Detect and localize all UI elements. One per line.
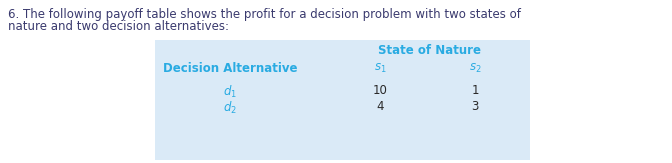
Text: $s_2$: $s_2$ bbox=[469, 62, 481, 75]
FancyBboxPatch shape bbox=[155, 40, 530, 160]
Text: 4: 4 bbox=[376, 100, 384, 113]
Text: Decision Alternative: Decision Alternative bbox=[163, 62, 297, 75]
Text: 6. The following payoff table shows the profit for a decision problem with two s: 6. The following payoff table shows the … bbox=[8, 8, 521, 21]
Text: State of Nature: State of Nature bbox=[378, 44, 482, 57]
Text: 3: 3 bbox=[471, 100, 478, 113]
Text: $d_2$: $d_2$ bbox=[223, 100, 237, 116]
Text: $d_1$: $d_1$ bbox=[223, 84, 237, 100]
Text: 10: 10 bbox=[372, 84, 388, 97]
Text: nature and two decision alternatives:: nature and two decision alternatives: bbox=[8, 20, 229, 33]
Text: $s_1$: $s_1$ bbox=[374, 62, 386, 75]
Text: 1: 1 bbox=[471, 84, 478, 97]
